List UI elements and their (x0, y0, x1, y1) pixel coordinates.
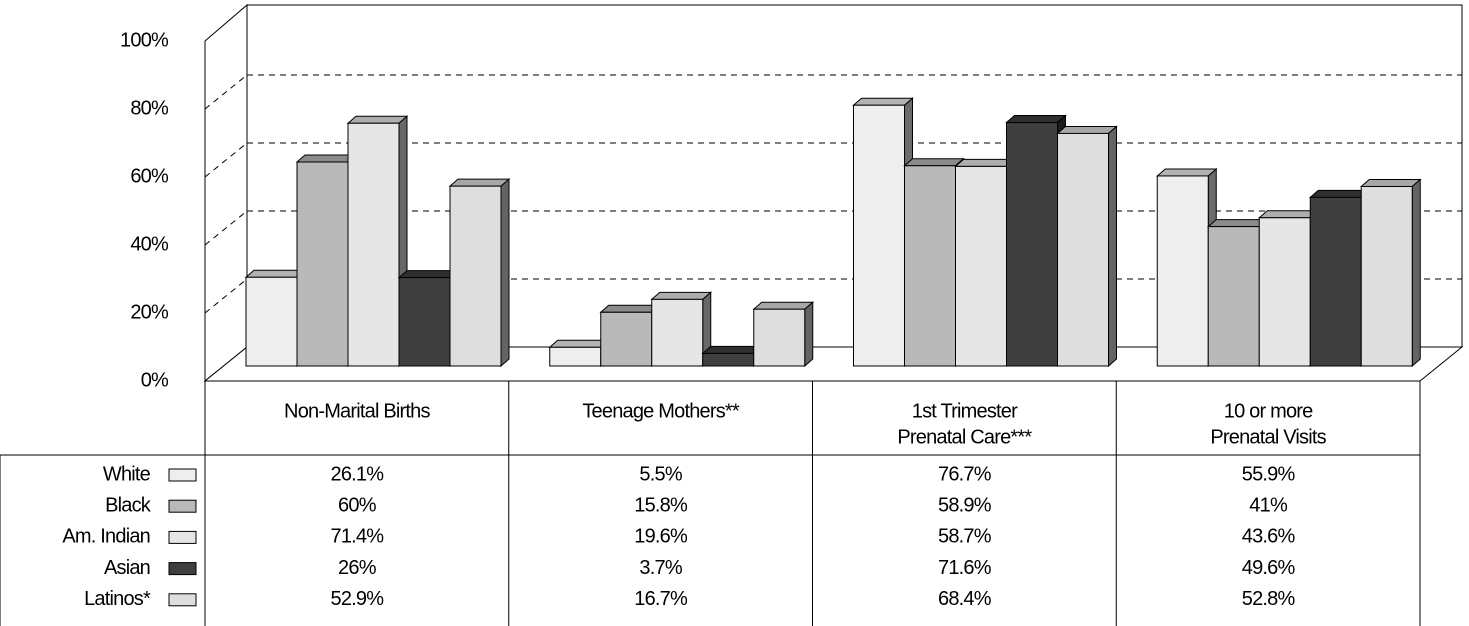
bar-top (852, 97, 914, 106)
legend-label: Black (105, 494, 152, 516)
bar (600, 311, 653, 367)
y-tick-label: 0% (141, 369, 169, 391)
bar-top (1257, 210, 1320, 219)
bar (753, 308, 806, 367)
category-label: Prenatal Visits (1210, 426, 1326, 448)
category-label: Non-Marital Births (284, 400, 430, 422)
bar (549, 346, 602, 367)
grid-line-side (204, 142, 248, 178)
category-label: 10 or more (1224, 400, 1313, 422)
bar-top (397, 270, 460, 279)
grid-line-side (204, 210, 248, 246)
legend-label: White (103, 463, 151, 485)
data-label: 26.1% (331, 463, 385, 485)
bar (955, 165, 1007, 367)
data-label: 52.8% (1242, 588, 1296, 610)
bar (245, 276, 298, 367)
legend-key (168, 562, 197, 576)
data-label: 58.9% (938, 494, 992, 516)
bar (1360, 185, 1413, 367)
bar-top (701, 345, 764, 354)
bar (1309, 196, 1362, 367)
category-label: 1st Trimester (912, 400, 1018, 422)
bar (853, 104, 905, 367)
data-label: 16.7% (634, 588, 688, 610)
bar-top (1056, 125, 1118, 134)
side-wall (204, 3, 248, 383)
y-tick-label: 60% (130, 165, 169, 187)
bar (1156, 175, 1209, 367)
bar-top (1005, 115, 1067, 124)
floor (203, 346, 1464, 382)
bar-top (1308, 189, 1371, 198)
data-label: 68.4% (938, 588, 992, 610)
legend-key (168, 499, 197, 513)
legend-label: Asian (104, 557, 150, 579)
grid-line-side (204, 278, 248, 314)
bar-top (599, 304, 662, 313)
bar (347, 122, 400, 367)
bar-top (752, 301, 815, 310)
legend-key (168, 530, 197, 544)
bar-top (954, 158, 1016, 167)
bar (1057, 132, 1109, 367)
data-label: 58.7% (938, 526, 992, 548)
bar-top (295, 154, 358, 163)
bar-top (1359, 178, 1422, 187)
bar (702, 352, 755, 367)
data-label: 55.9% (1242, 463, 1296, 485)
data-label: 26% (338, 557, 377, 579)
bar (1207, 226, 1260, 367)
data-label: 49.6% (1242, 557, 1296, 579)
legend-key (168, 593, 197, 607)
bar-top (448, 178, 511, 187)
bar-top (244, 269, 307, 278)
bar (904, 165, 956, 367)
bar-side (1108, 125, 1117, 368)
y-tick-label: 40% (130, 233, 169, 255)
y-tick-label: 20% (130, 301, 169, 323)
bar (651, 298, 704, 367)
bar (296, 161, 349, 367)
bar-top (1206, 219, 1269, 228)
bar (449, 185, 502, 367)
bar-side (500, 178, 510, 368)
data-label: 52.9% (331, 588, 385, 610)
data-label: 5.5% (639, 463, 682, 485)
legend-label: Latinos* (84, 588, 151, 610)
data-label: 3.7% (639, 557, 682, 579)
category-label: Prenatal Care*** (897, 426, 1032, 448)
bar-top (346, 115, 409, 124)
bar-top (903, 158, 965, 167)
data-label: 43.6% (1242, 526, 1296, 548)
data-label: 71.6% (938, 557, 992, 579)
data-label: 71.4% (331, 526, 385, 548)
data-label: 19.6% (634, 526, 688, 548)
bar-side (804, 301, 814, 368)
category-label: Teenage Mothers** (582, 400, 740, 422)
data-label: 41% (1249, 494, 1288, 516)
data-label: 76.7% (938, 463, 992, 485)
bar-side (1411, 178, 1421, 368)
y-tick-label: 100% (120, 29, 169, 51)
data-label: 60% (338, 494, 377, 516)
bar-top (650, 291, 713, 300)
bar (1006, 122, 1058, 367)
bar (398, 277, 451, 367)
legend-label: Am. Indian (62, 526, 150, 548)
bar-top (1155, 168, 1218, 177)
data-label: 15.8% (634, 494, 688, 516)
legend-key (168, 468, 197, 482)
bar (1258, 217, 1311, 367)
grid-line-side (204, 74, 248, 110)
y-tick-label: 80% (130, 97, 169, 119)
bar-top (548, 339, 611, 348)
